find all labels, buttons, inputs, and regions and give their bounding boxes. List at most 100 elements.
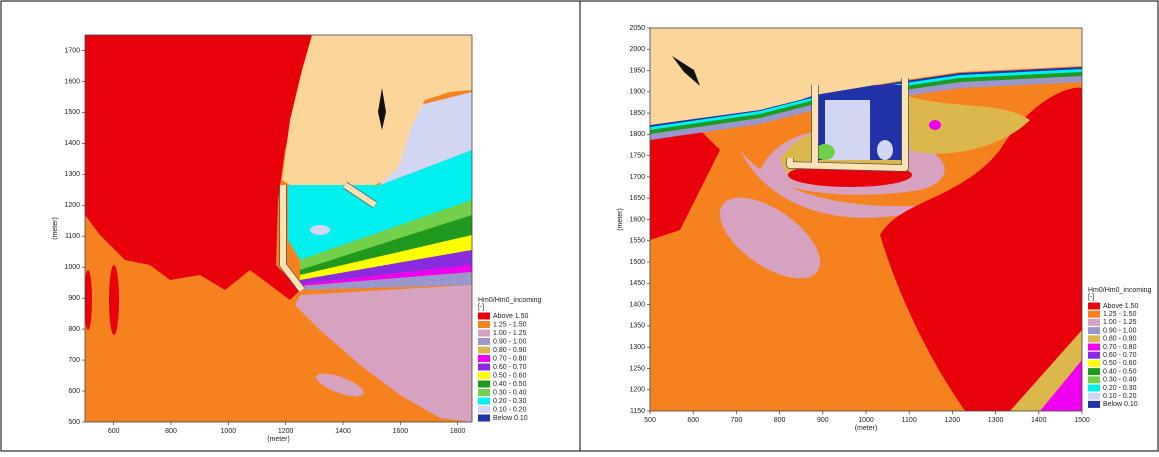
legend-label: 0.40 - 0.50: [1103, 368, 1137, 375]
x-tick-label: 800: [165, 428, 177, 435]
legend-swatch: [478, 313, 490, 320]
legend-label: 0.30 - 0.40: [493, 389, 527, 396]
y-axis-label: (meter): [52, 217, 59, 240]
legend-swatch: [478, 381, 490, 388]
y-tick-label: 2000: [629, 46, 645, 53]
legend-label: Above 1.50: [1103, 303, 1139, 310]
x-tick-label: 600: [687, 417, 699, 424]
legend-label: Below 0.10: [1103, 401, 1138, 408]
y-tick-label: 1550: [629, 238, 645, 245]
y-tick-label: 1150: [630, 408, 645, 415]
legend-swatch: [478, 398, 490, 405]
x-tick-label: 900: [817, 417, 829, 424]
y-tick-label: 1950: [629, 67, 645, 74]
x-tick-label: 1400: [335, 428, 351, 435]
y-tick-label: 1450: [629, 280, 645, 287]
legend-label: 0.80 - 0.90: [493, 347, 527, 354]
y-tick-label: 600: [68, 388, 80, 395]
y-tick-label: 1600: [64, 78, 80, 85]
x-axis-label: (meter): [267, 436, 290, 443]
y-tick-label: 800: [68, 326, 80, 333]
y-tick-label: 2050: [629, 25, 645, 32]
legend-swatch: [1088, 360, 1100, 367]
legend-swatch: [478, 389, 490, 396]
legend-swatch: [1088, 368, 1100, 375]
y-tick-label: 1200: [64, 202, 80, 209]
legend-swatch: [1088, 393, 1100, 400]
legend-label: 0.40 - 0.50: [493, 381, 527, 388]
y-tick-label: 900: [68, 295, 80, 302]
x-tick-label: 1100: [902, 417, 917, 424]
map-right: [650, 28, 1082, 411]
region: [109, 265, 119, 335]
map-left: [84, 35, 472, 422]
x-tick-label: 1400: [1031, 417, 1047, 424]
x-tick-label: 1500: [1074, 417, 1090, 424]
x-tick-label: 600: [108, 428, 120, 435]
legend-swatch: [478, 330, 490, 337]
legend-title: Hm0/Hm0_incoming: [1088, 287, 1152, 294]
legend-label: 0.70 - 0.80: [493, 355, 527, 362]
x-tick-label: 1300: [988, 417, 1004, 424]
legend-label: 0.20 - 0.30: [1103, 385, 1137, 392]
y-tick-label: 1300: [629, 344, 645, 351]
region: [877, 140, 893, 160]
legend-swatch: [1088, 344, 1100, 351]
legend-label: 0.50 - 0.60: [1103, 360, 1137, 367]
y-tick-label: 1250: [629, 365, 645, 372]
x-tick-label: 700: [731, 417, 743, 424]
x-tick-label: 1600: [393, 428, 409, 435]
legend-swatch: [478, 347, 490, 354]
legend-label: Below 0.10: [493, 415, 528, 422]
y-tick-label: 1000: [64, 264, 80, 271]
region: [310, 225, 330, 235]
legend-swatch: [478, 355, 490, 362]
x-axis-label: (meter): [855, 425, 878, 432]
legend-swatch: [1088, 327, 1100, 334]
legend-swatch: [1088, 335, 1100, 342]
y-tick-label: 1200: [629, 387, 645, 394]
legend-swatch: [478, 338, 490, 345]
legend-swatch: [478, 364, 490, 371]
legend-label: 1.25 - 1.50: [493, 321, 527, 328]
y-tick-label: 1300: [64, 171, 80, 178]
legend-swatch: [1088, 311, 1100, 318]
y-tick-label: 1700: [64, 47, 80, 54]
y-tick-label: 1100: [65, 233, 80, 240]
legend-label: 0.30 - 0.40: [1103, 377, 1137, 384]
legend-label: 0.90 - 1.00: [493, 338, 527, 345]
y-tick-label: 1850: [629, 110, 645, 117]
y-tick-label: 1500: [64, 109, 80, 116]
legend-swatch: [478, 372, 490, 379]
legend-label: 0.90 - 1.00: [1103, 327, 1137, 334]
legend-label: 0.70 - 0.80: [1103, 344, 1137, 351]
legend-swatch: [1088, 401, 1100, 408]
y-tick-label: 700: [68, 357, 80, 364]
legend-label: 1.25 - 1.50: [1103, 311, 1137, 318]
legend-label: 1.00 - 1.25: [1103, 319, 1137, 326]
legend-swatch: [1088, 319, 1100, 326]
y-tick-label: 1600: [629, 216, 645, 223]
legend-swatch: [1088, 376, 1100, 383]
legend-unit: [-]: [478, 304, 484, 311]
region: [929, 120, 941, 130]
y-tick-label: 1350: [629, 323, 645, 330]
legend-label: 0.20 - 0.30: [493, 398, 527, 405]
x-tick-label: 1000: [858, 417, 874, 424]
x-tick-label: 1200: [945, 417, 961, 424]
y-tick-label: 1700: [629, 174, 645, 181]
legend-swatch: [1088, 385, 1100, 392]
y-tick-label: 1750: [629, 153, 645, 160]
legend-label: 0.50 - 0.60: [493, 372, 527, 379]
legend-label: Above 1.50: [493, 313, 529, 320]
x-tick-label: 500: [644, 417, 656, 424]
legend-label: 0.10 - 0.20: [1103, 393, 1137, 400]
legend-label: 0.80 - 0.90: [1103, 336, 1137, 343]
legend-label: 0.60 - 0.70: [493, 364, 527, 371]
legend-label: 1.00 - 1.25: [493, 330, 527, 337]
y-tick-label: 1900: [629, 89, 645, 96]
y-tick-label: 500: [68, 419, 80, 426]
y-tick-label: 1400: [64, 140, 80, 147]
x-tick-label: 1800: [450, 428, 466, 435]
figure: 600 800 1000 1200 1400 1600 1800 500 600 700 800 90…: [0, 0, 1159, 452]
